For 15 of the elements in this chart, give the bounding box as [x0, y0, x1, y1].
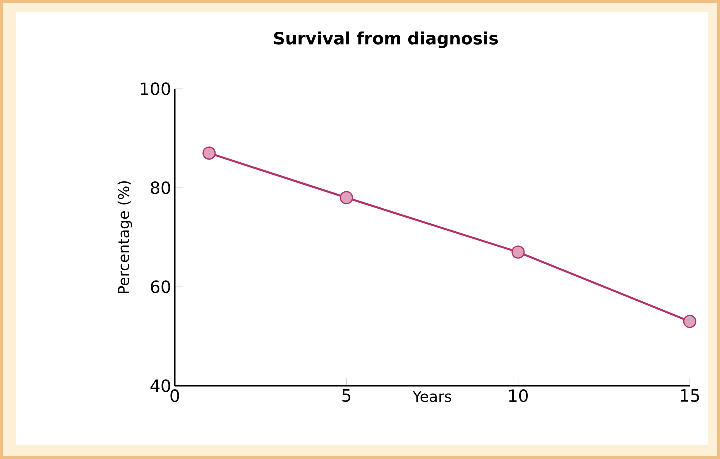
- point: [340, 191, 354, 204]
- y-tick-label: 60: [151, 280, 170, 294]
- y-axis-title: Percentage (%): [118, 181, 132, 294]
- x-axis-title: Years: [412, 391, 452, 402]
- x-tick-label: 10: [509, 389, 528, 402]
- x-tick-label: 15: [681, 390, 700, 402]
- point: [202, 146, 216, 160]
- x-tick-label: 5: [342, 390, 351, 402]
- y-tick-label: 100: [141, 82, 170, 96]
- x-tick-label: 0: [170, 389, 180, 402]
- y-tick-label: 80: [151, 182, 170, 194]
- y-tick-label: 40: [150, 380, 170, 392]
- point: [512, 246, 525, 259]
- point: [683, 315, 697, 328]
- chart-title: Survival from diagnosis: [274, 32, 498, 48]
